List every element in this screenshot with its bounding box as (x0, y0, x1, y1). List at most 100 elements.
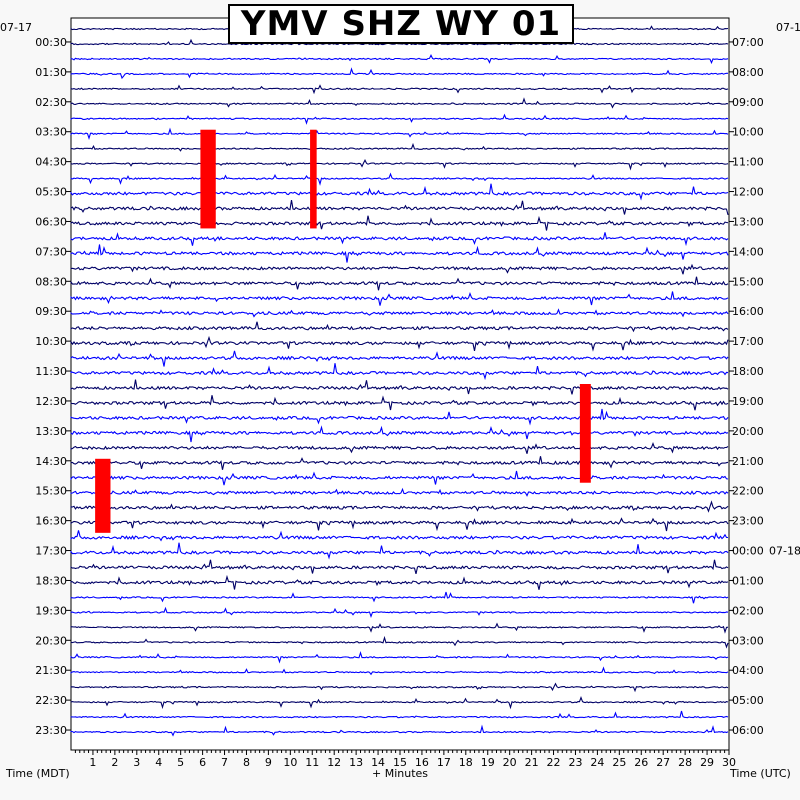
trace-line (70, 200, 729, 216)
trace-line (70, 682, 729, 693)
x-tick-label: 8 (243, 756, 250, 769)
left-time-label: 11:30 (35, 365, 67, 378)
right-time-label: 14:00 (732, 245, 764, 258)
x-tick-label: 30 (722, 756, 736, 769)
x-tick-label: 13 (349, 756, 363, 769)
x-tick-label: 18 (459, 756, 473, 769)
right-time-label: 00:00 (732, 545, 764, 558)
right-time-label: 15:00 (732, 275, 764, 288)
right-time-label: 17:00 (732, 335, 764, 348)
left-time-label: 12:30 (35, 395, 67, 408)
trace-line (70, 487, 729, 498)
trace-line (70, 308, 729, 318)
trace-line (70, 54, 729, 65)
x-tick-label: 19 (481, 756, 495, 769)
left-time-label: 15:30 (35, 485, 67, 498)
x-tick-label: 10 (283, 756, 297, 769)
left-time-label: 22:30 (35, 694, 67, 707)
plot-frame (70, 17, 730, 751)
trace-line (70, 172, 729, 186)
x-tick-label: 21 (525, 756, 539, 769)
trace-line (70, 724, 729, 737)
x-tick-label: 15 (393, 756, 407, 769)
x-tick-label: 28 (678, 756, 692, 769)
trace-line (70, 395, 729, 411)
trace-line (70, 232, 729, 247)
x-tick-label: 25 (612, 756, 626, 769)
left-time-label: 20:30 (35, 634, 67, 647)
x-tick-label: 20 (503, 756, 517, 769)
trace-line (70, 215, 729, 231)
trace-line (70, 321, 729, 333)
trace-line (70, 559, 729, 575)
left-time-label: 01:30 (35, 66, 67, 79)
trace-line (70, 635, 729, 649)
x-tick-label: 4 (155, 756, 162, 769)
x-tick-label: 3 (133, 756, 140, 769)
trace-line (70, 425, 729, 443)
trace-line (70, 67, 728, 80)
right-axis-title: Time (UTC) (730, 767, 791, 780)
left-time-label: 23:30 (35, 724, 67, 737)
trace-line (70, 142, 729, 152)
right-time-label: 13:00 (732, 215, 764, 228)
right-time-label: 19:00 (732, 395, 764, 408)
trace-line (70, 622, 729, 634)
right-time-label: 02:00 (732, 604, 764, 617)
left-time-label: 02:30 (35, 96, 67, 109)
right-time-label: 01:00 (732, 574, 764, 587)
clipped-event-mark (200, 129, 216, 229)
x-tick-label: 11 (305, 756, 319, 769)
x-axis-title: + Minutes (372, 767, 429, 780)
left-time-label: 04:30 (35, 156, 67, 169)
trace-line (70, 542, 729, 560)
left-time-label: 17:30 (35, 545, 67, 558)
clipped-event-mark (310, 129, 317, 229)
trace-line (70, 530, 728, 542)
x-tick-label: 29 (700, 756, 714, 769)
trace-line (70, 470, 729, 486)
trace-line (70, 335, 729, 352)
left-time-label: 03:30 (35, 126, 67, 139)
trace-line (70, 710, 729, 719)
x-tick-label: 24 (590, 756, 604, 769)
left-date-label: 07-17 (0, 21, 32, 34)
left-time-label: 08:30 (35, 275, 67, 288)
x-tick-label: 27 (656, 756, 670, 769)
left-time-label: 21:30 (35, 664, 67, 677)
clipped-event-mark (579, 384, 591, 483)
x-tick-label: 17 (437, 756, 451, 769)
trace-line (70, 379, 729, 395)
left-time-label: 18:30 (35, 574, 67, 587)
x-tick-label: 16 (415, 756, 429, 769)
trace-line (70, 276, 729, 291)
right-time-label: 20:00 (732, 425, 764, 438)
right-time-label: 23:00 (732, 515, 764, 528)
left-time-label: 07:30 (35, 245, 67, 258)
right-time-label: 07:00 (732, 36, 764, 49)
right-time-label: 22:00 (732, 485, 764, 498)
trace-line (70, 606, 729, 619)
x-tick-label: 22 (547, 756, 561, 769)
right-time-label: 18:00 (732, 365, 764, 378)
trace-line (70, 363, 729, 381)
right-time-label: 06:00 (732, 724, 764, 737)
right-time-label: 12:00 (732, 186, 764, 199)
trace-line (70, 127, 729, 141)
right-time-label: 05:00 (732, 694, 764, 707)
clipped-event-mark (95, 458, 111, 533)
trace-line (70, 696, 729, 710)
x-tick-label: 26 (634, 756, 648, 769)
left-time-label: 13:30 (35, 425, 67, 438)
right-time-label: 03:00 (732, 634, 764, 647)
x-tick-label: 7 (221, 756, 228, 769)
trace-line (70, 441, 729, 454)
trace-line (70, 183, 729, 201)
left-time-label: 19:30 (35, 604, 67, 617)
trace-line (70, 666, 729, 676)
x-tick-label: 6 (199, 756, 206, 769)
x-tick-label: 1 (89, 756, 96, 769)
right-time-label: 04:00 (732, 664, 764, 677)
x-tick-label: 14 (371, 756, 385, 769)
trace-line (70, 350, 729, 367)
